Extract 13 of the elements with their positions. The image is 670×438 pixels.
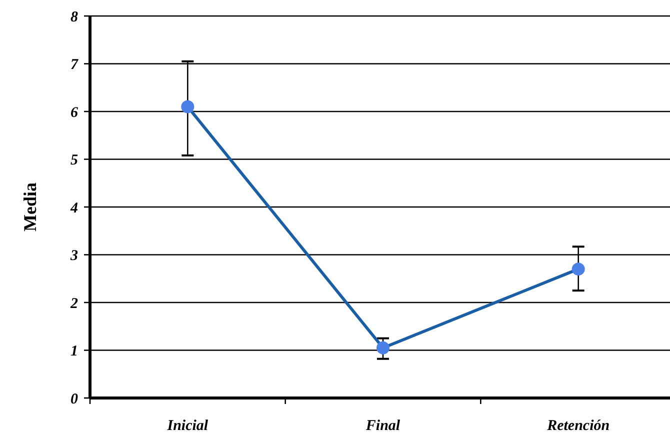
x-tick-label: Inicial — [166, 418, 209, 434]
x-tick-label: Final — [364, 418, 401, 434]
y-tick-label: 0 — [70, 391, 78, 408]
y-tick-label: 4 — [70, 200, 78, 216]
y-tick-label: 5 — [70, 152, 78, 168]
y-tick-label: 8 — [70, 9, 78, 26]
y-tick-label: 1 — [70, 344, 78, 360]
y-tick-label: 3 — [70, 248, 78, 264]
y-tick-label: 2 — [70, 296, 78, 312]
y-tick-label: 7 — [70, 57, 78, 73]
y-tick-label: 6 — [70, 104, 78, 121]
x-tick-label: Retención — [546, 418, 610, 434]
y-axis-title: Media — [20, 182, 40, 232]
